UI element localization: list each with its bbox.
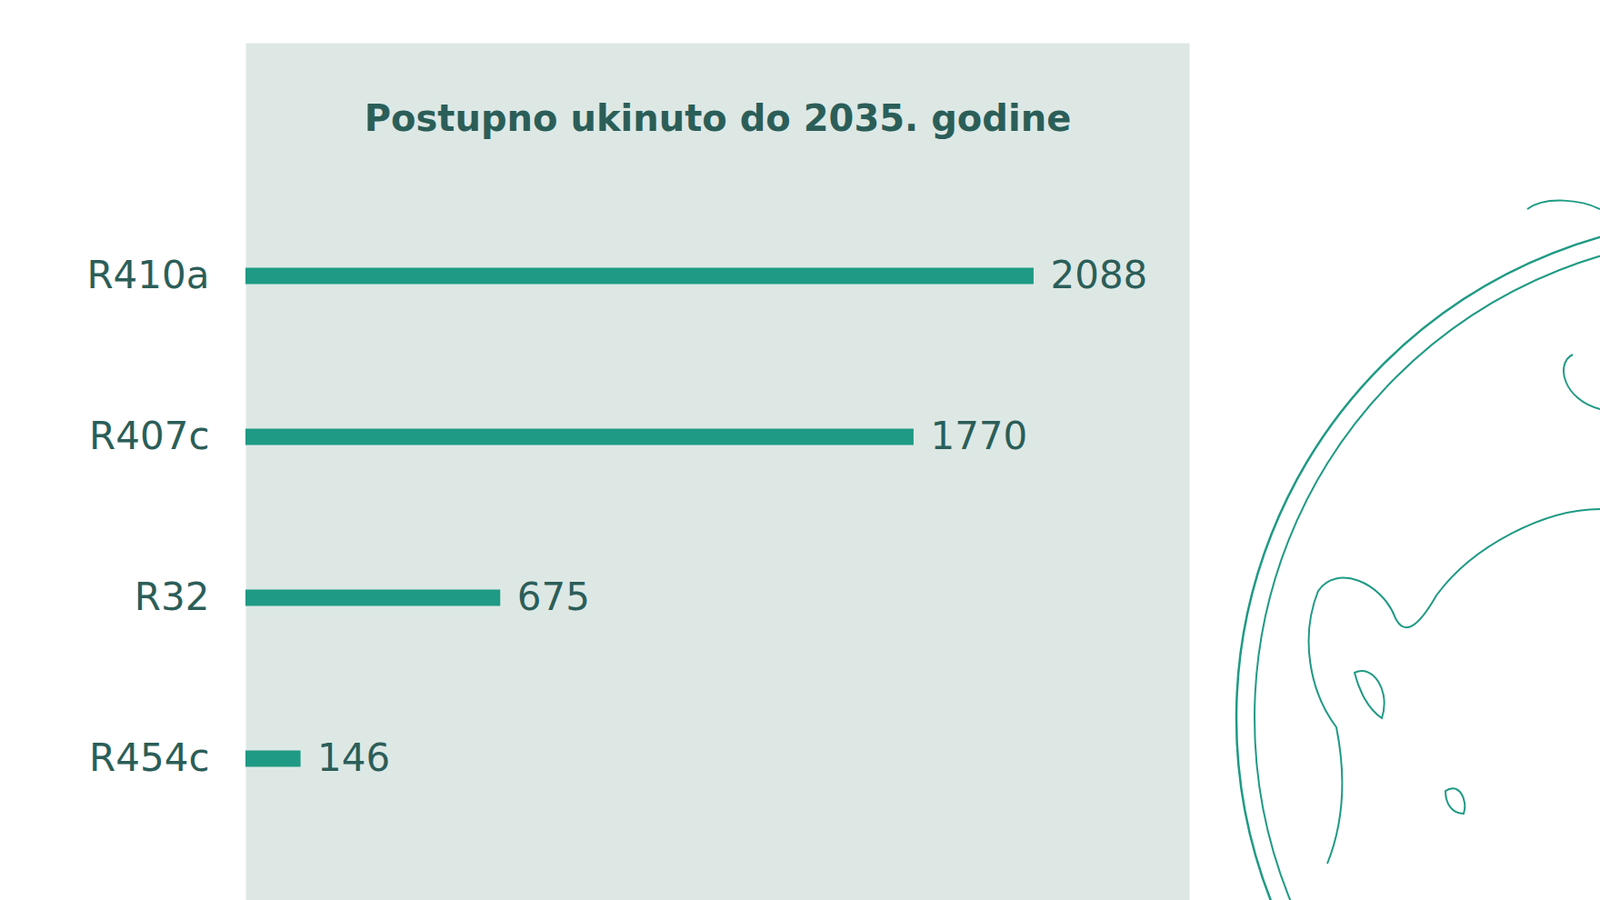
svg-text:R454c: R454c: [89, 735, 210, 780]
svg-text:146: 146: [317, 735, 390, 780]
svg-text:1770: 1770: [930, 413, 1028, 459]
svg-text:Postupno ukinuto do 2035. godi: Postupno ukinuto do 2035. godine: [364, 97, 1072, 140]
svg-text:675: 675: [517, 574, 590, 620]
svg-text:2088: 2088: [1050, 252, 1148, 298]
svg-text:R410a: R410a: [86, 252, 210, 298]
svg-text:R32: R32: [134, 574, 210, 620]
svg-text:R407c: R407c: [89, 413, 210, 459]
